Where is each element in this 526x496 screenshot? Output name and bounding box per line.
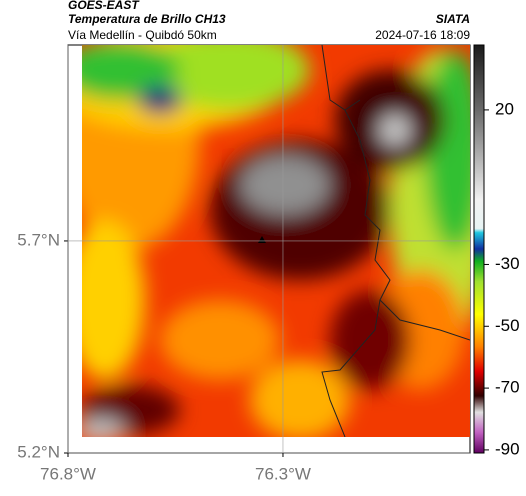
colorbar-tick-label: -90 bbox=[495, 439, 520, 458]
lon-tick-label: 76.3°W bbox=[255, 464, 311, 483]
lat-tick-label: 5.7°N bbox=[17, 230, 60, 249]
lat-tick-label: 5.2°N bbox=[17, 442, 60, 461]
source: GOES-EAST bbox=[68, 0, 140, 12]
brand: SIATA bbox=[436, 12, 470, 26]
colorbar-tick-label: 20 bbox=[495, 99, 514, 118]
colorbar-tick-label: -70 bbox=[495, 378, 520, 397]
satellite-image bbox=[82, 45, 470, 437]
colorbar bbox=[473, 44, 485, 454]
colorbar-tick-label: -50 bbox=[495, 316, 520, 335]
subtitle: Vía Medellín - Quibdó 50km bbox=[68, 28, 217, 42]
lon-tick-label: 76.8°W bbox=[40, 464, 96, 483]
title: Temperatura de Brillo CH13 bbox=[68, 12, 226, 26]
timestamp: 2024-07-16 18:09 bbox=[375, 28, 470, 42]
colorbar-tick-label: -30 bbox=[495, 254, 520, 273]
